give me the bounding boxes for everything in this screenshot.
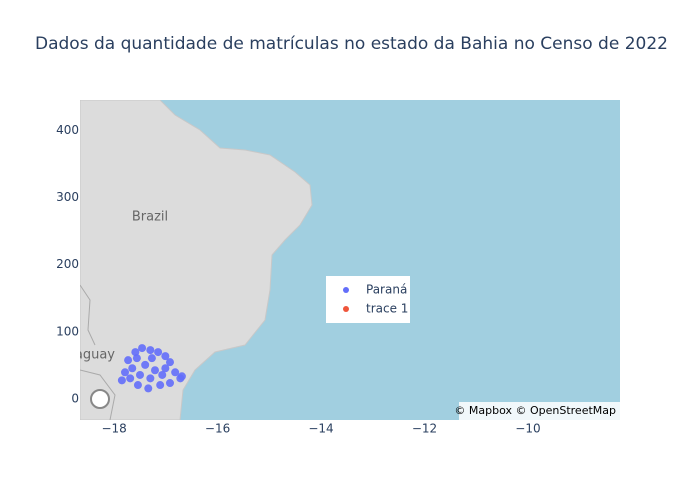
attribution-box [459,402,620,420]
point [121,368,129,377]
point [166,379,174,388]
x-tick-label: −12 [412,422,437,436]
attribution[interactable]: © Mapbox © OpenStreetMap [454,404,616,417]
legend-label: Paraná [366,283,407,297]
x-tick-label: −10 [515,422,540,436]
point [161,352,170,361]
point [146,346,155,355]
border [80,284,116,420]
point [132,354,141,363]
mapbox-logo[interactable] [90,389,110,409]
point [146,374,155,383]
point [136,370,144,379]
legend [326,276,410,323]
point [141,360,150,369]
point [147,354,156,363]
land [80,100,313,420]
point [158,370,167,379]
point [166,358,174,367]
point [151,366,159,375]
point [154,348,163,357]
y-tick-label: 400 [56,123,79,137]
map-label: Paraguay [54,348,115,363]
x-tick-label: −14 [308,422,333,436]
legend-marker [343,287,349,293]
point [133,381,142,390]
map: Brazil Paraguay © Mapbox © OpenStreetMap [54,100,620,420]
y-tick-label: 100 [56,324,79,338]
point [131,348,140,357]
chart-title: Dados da quantidade de matrículas no est… [35,34,668,54]
point [161,364,170,373]
point [138,344,147,353]
point [171,368,180,377]
y-tick-label: 300 [56,190,79,204]
point [156,381,165,390]
y-tick-label: 200 [56,257,79,271]
point [126,374,135,383]
point [144,384,153,393]
map-label: Brazil [132,210,168,225]
legend-marker [343,306,349,312]
x-tick-label: −16 [205,422,230,436]
point [177,372,186,381]
point [117,376,126,385]
x-tick-label: −18 [101,422,126,436]
y-tick-label: 0 [71,392,79,406]
point [128,364,137,373]
legend-label: trace 1 [366,302,408,316]
point [124,356,133,365]
